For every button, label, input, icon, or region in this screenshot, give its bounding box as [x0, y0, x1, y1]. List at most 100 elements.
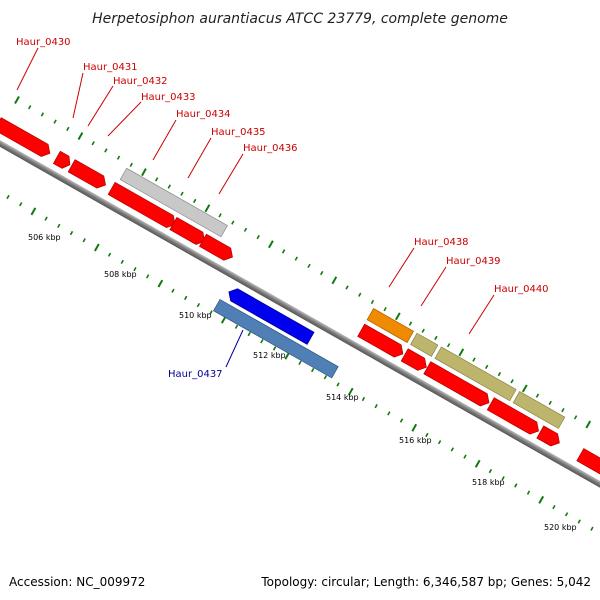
minor-tick	[66, 126, 70, 131]
minor-tick	[234, 324, 239, 329]
major-tick	[77, 132, 84, 140]
gene-block-haur-0437[interactable]	[213, 298, 339, 379]
leader-haur-0435	[187, 137, 212, 179]
gene-block-next[interactable]	[512, 390, 566, 429]
minor-tick	[184, 295, 188, 301]
leader-haur-0433	[107, 101, 142, 137]
gene-arrow-next-1[interactable]	[486, 397, 542, 437]
major-tick	[204, 204, 211, 213]
minor-tick	[548, 400, 552, 405]
minor-tick	[116, 155, 121, 160]
minor-tick	[40, 112, 45, 117]
minor-tick	[193, 198, 197, 204]
minor-tick	[450, 447, 454, 452]
minor-tick	[425, 432, 429, 438]
minor-tick	[307, 263, 311, 268]
tick-label-516: 516 kbp	[399, 436, 432, 445]
gene-block-haur-0438[interactable]	[366, 308, 414, 343]
minor-tick	[104, 148, 108, 153]
gene-arrow-haur-0431[interactable]	[52, 150, 73, 171]
label-leaders	[16, 47, 495, 368]
gene-label-haur-0433[interactable]: Haur_0433	[141, 92, 196, 103]
topology-summary: Topology: circular; Length: 6,346,587 bp…	[260, 575, 591, 589]
accession-text: Accession: NC_009972	[9, 575, 145, 589]
tick-label-514: 514 kbp	[326, 393, 359, 402]
gene-label-haur-0432[interactable]: Haur_0432	[113, 76, 168, 87]
minor-tick	[243, 227, 248, 232]
minor-tick	[107, 252, 112, 257]
gene-label-haur-0438[interactable]: Haur_0438	[414, 237, 469, 248]
minor-tick	[387, 411, 391, 416]
minor-tick	[564, 512, 569, 517]
gene-arrow-haur-0439b[interactable]	[400, 348, 430, 374]
minor-tick	[44, 216, 48, 221]
minor-tick	[133, 267, 137, 272]
gene-label-haur-0436[interactable]: Haur_0436	[243, 143, 298, 154]
minor-tick	[247, 331, 251, 337]
gene-arrow-haur-0432[interactable]	[67, 159, 109, 191]
minor-tick	[272, 346, 277, 351]
minor-tick	[209, 310, 213, 315]
gene-arrow-next-2[interactable]	[536, 425, 563, 449]
minor-tick	[171, 288, 175, 293]
gene-labels: Haur_0430 Haur_0431 Haur_0432 Haur_0433 …	[16, 37, 549, 380]
minor-tick	[145, 274, 150, 279]
gene-arrow-next-3[interactable]	[576, 448, 600, 494]
major-tick	[14, 96, 20, 104]
backbone-group	[0, 130, 600, 511]
minor-tick	[437, 440, 442, 445]
minor-tick	[472, 357, 476, 362]
minor-tick	[399, 418, 404, 423]
minor-tick	[6, 194, 10, 200]
gene-label-haur-0435[interactable]: Haur_0435	[211, 127, 266, 138]
tick-label-518: 518 kbp	[472, 478, 505, 487]
minor-tick	[336, 382, 340, 387]
gene-block-haur-0433[interactable]	[119, 167, 228, 238]
minor-tick	[488, 468, 493, 474]
minor-tick	[358, 292, 362, 297]
major-tick	[395, 312, 401, 321]
major-tick	[94, 243, 100, 252]
gene-label-haur-0434[interactable]: Haur_0434	[176, 109, 231, 120]
major-tick	[474, 459, 481, 468]
map-title: Herpetosiphon aurantiacus ATCC 23779, co…	[92, 11, 508, 27]
gene-label-haur-0437[interactable]: Haur_0437	[168, 369, 223, 380]
leader-haur-0431	[72, 72, 84, 119]
minor-tick	[256, 234, 260, 240]
inner-ticks	[6, 194, 594, 531]
leader-haur-0430	[16, 47, 39, 91]
gene-block-haur-0440[interactable]	[434, 346, 517, 402]
minor-tick	[463, 454, 467, 459]
gene-arrow-haur-0435[interactable]	[169, 216, 208, 247]
minor-tick	[154, 177, 159, 182]
gene-label-haur-0439[interactable]: Haur_0439	[446, 256, 501, 267]
minor-tick	[218, 213, 222, 218]
minor-tick	[485, 364, 489, 369]
minor-tick	[497, 371, 502, 377]
gene-block-haur-0439[interactable]	[410, 332, 439, 357]
gene-arrow-haur-0434[interactable]	[107, 181, 178, 230]
major-tick	[30, 207, 37, 216]
major-tick	[157, 279, 164, 288]
gene-arrow-haur-0437-a[interactable]	[225, 286, 315, 345]
minor-tick	[421, 328, 425, 333]
minor-tick	[552, 504, 556, 510]
gene-features	[0, 117, 600, 494]
gene-arrow-haur-0438b[interactable]	[357, 323, 407, 360]
tick-label-510: 510 kbp	[179, 311, 212, 320]
gene-arrow-haur-0436[interactable]	[198, 233, 235, 263]
minor-tick	[514, 483, 518, 488]
major-tick	[538, 495, 545, 504]
gene-arrow-haur-0430[interactable]	[0, 117, 53, 160]
gene-label-haur-0431[interactable]: Haur_0431	[83, 62, 138, 73]
gene-label-haur-0430[interactable]: Haur_0430	[16, 37, 71, 48]
gene-label-haur-0440[interactable]: Haur_0440	[494, 284, 549, 295]
major-tick	[331, 276, 338, 285]
minor-tick	[383, 307, 387, 312]
minor-tick	[260, 339, 264, 344]
minor-tick	[434, 335, 438, 341]
gene-arrow-haur-0440b[interactable]	[423, 361, 493, 409]
minor-tick	[57, 223, 61, 228]
